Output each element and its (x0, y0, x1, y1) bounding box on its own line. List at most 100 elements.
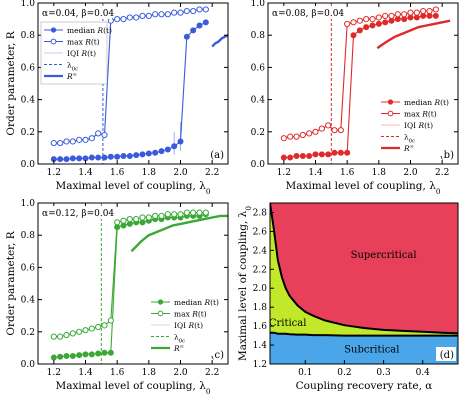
max-point (164, 211, 171, 218)
x-tick-label: 2.0 (173, 168, 188, 178)
median-point (196, 22, 203, 29)
legend-label: IQI R(t) (174, 321, 203, 330)
median-point (107, 349, 114, 356)
median-point (420, 12, 427, 19)
plot-area (50, 203, 228, 364)
median-point (426, 12, 433, 19)
max-point (76, 136, 83, 143)
params-text: α=0.12, β=0.04 (42, 209, 114, 219)
region-label-supercritical: Supercritical (351, 250, 417, 261)
legend-marker-filled (50, 27, 57, 33)
lower-boundary (270, 331, 458, 337)
x-tick-label: 1.6 (110, 368, 125, 378)
plot-area (270, 203, 458, 364)
median-point (344, 149, 351, 156)
median-point (152, 149, 159, 156)
max-point (107, 317, 114, 324)
y-tick-label: 0.8 (21, 231, 36, 241)
y-tick-label: 0.8 (251, 31, 266, 41)
median-point (158, 148, 165, 155)
median-point (312, 151, 319, 158)
x-tick-label: 1.8 (142, 168, 157, 178)
median-point (280, 154, 287, 161)
panel-label: (c) (211, 350, 225, 361)
median-point (293, 152, 300, 159)
median-point (126, 152, 133, 159)
max-point (63, 138, 70, 145)
median-point (369, 22, 376, 29)
median-point (120, 222, 127, 229)
max-point (152, 212, 159, 219)
legend-label: R∞ (173, 344, 184, 353)
params-text: α=0.04, β=0.04 (42, 9, 114, 19)
max-point (69, 330, 76, 337)
x-tick-label: 2.2 (205, 168, 219, 178)
y-tick-label: 2.0 (253, 284, 268, 294)
upper-boundary (270, 203, 458, 335)
y-tick-label: 0.8 (21, 31, 36, 41)
max-point (420, 7, 427, 15)
median-point (164, 146, 171, 153)
median-point (133, 152, 140, 159)
legend-marker-open (387, 110, 394, 117)
max-point (158, 11, 165, 18)
max-point (101, 322, 108, 329)
median-point (101, 349, 108, 356)
max-point (95, 130, 102, 137)
panel-label-bg (436, 347, 456, 361)
y-tick-label: 2.8 (253, 208, 268, 218)
median-point (306, 152, 313, 159)
max-point (280, 135, 287, 142)
x-axis-label: Maximal level of coupling, λ0 (55, 380, 210, 396)
max-point (177, 211, 184, 218)
max-point (133, 216, 140, 223)
max-point (388, 12, 395, 19)
legend-label: median R(t) (174, 298, 219, 307)
max-point (344, 20, 351, 28)
x-tick-label: 2.2 (205, 368, 219, 378)
legend-label: IQI R(t) (404, 121, 433, 130)
x-tick-label: 0.4 (416, 368, 431, 378)
legend-marker-filled (157, 299, 164, 305)
legend-label: median R(t) (67, 26, 112, 35)
max-point (337, 127, 344, 134)
y-tick-label: 0.0 (21, 160, 36, 170)
max-point (325, 122, 332, 129)
max-point (363, 16, 370, 23)
max-point (394, 11, 401, 18)
median-point (57, 353, 64, 360)
params-bg (270, 6, 342, 19)
legend-label: λ0c (174, 333, 185, 345)
median-point (139, 151, 146, 158)
panel-a: 1.2 1.4 1.6 1.8 2.0 2.2 0.0 0.2 0.4 0.6 0.8 1.0 Maxi… (5, 0, 229, 196)
max-point (158, 212, 165, 219)
legend-label: R∞ (403, 144, 414, 153)
median-point (69, 155, 76, 162)
plot-area (50, 3, 228, 164)
x-tick-label: 1.6 (110, 168, 125, 178)
panel-label: (d) (440, 350, 454, 361)
axes-frame (37, 202, 229, 365)
max-point (318, 125, 325, 132)
max-point (57, 333, 64, 340)
median-point (139, 219, 146, 226)
median-point (325, 151, 332, 158)
median-point (82, 155, 89, 162)
median-point (190, 27, 197, 34)
region-label-critical: Critical (269, 318, 307, 329)
y-tick-label: 1.0 (21, 199, 36, 209)
max-point (145, 214, 152, 221)
max-point (202, 6, 209, 13)
legend-label: λ0c (404, 133, 415, 145)
median-point (50, 354, 57, 361)
max-point (356, 17, 363, 24)
median-point (202, 19, 209, 26)
median-point (394, 16, 401, 23)
panel-b: 1.2 1.4 1.6 1.8 2.0 2.2 0.0 0.2 0.4 0.6 0.8 1.0 Maxi… (251, 0, 459, 196)
max-point (164, 11, 171, 18)
max-point (120, 16, 127, 23)
max-point (171, 211, 178, 218)
panel-c: 1.2 1.4 1.6 1.8 2.0 2.2 0.0 0.2 0.4 0.6 0.8 1.0 Maxi… (5, 199, 229, 396)
